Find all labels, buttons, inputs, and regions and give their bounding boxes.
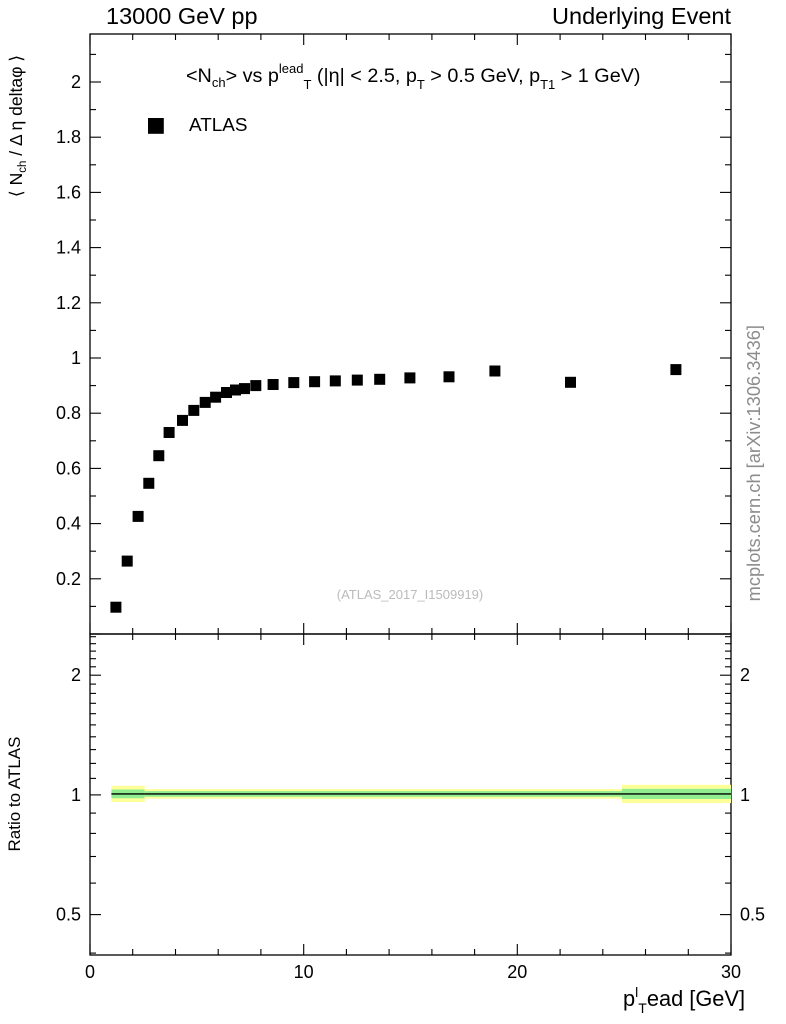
svg-text:0.4: 0.4 (56, 514, 81, 534)
svg-text:0.2: 0.2 (56, 569, 81, 589)
svg-text:1.2: 1.2 (56, 293, 81, 313)
svg-text:1: 1 (740, 785, 750, 805)
svg-text:2: 2 (71, 72, 81, 92)
svg-text:ATLAS: ATLAS (189, 115, 247, 136)
svg-text:(ATLAS_2017_I1509919): (ATLAS_2017_I1509919) (337, 587, 483, 602)
svg-text:⟨ Nch / Δ η deltaφ ⟩: ⟨ Nch / Δ η deltaφ ⟩ (6, 55, 29, 197)
svg-text:2: 2 (71, 665, 81, 685)
svg-text:1.4: 1.4 (56, 238, 81, 258)
svg-text:13000 GeV pp: 13000 GeV pp (106, 3, 258, 29)
svg-text:20: 20 (507, 962, 527, 982)
svg-text:Ratio to ATLAS: Ratio to ATLAS (5, 737, 24, 852)
svg-text:0: 0 (85, 962, 95, 982)
svg-text:Underlying Event: Underlying Event (552, 3, 731, 29)
svg-text:1: 1 (71, 785, 81, 805)
svg-text:0.5: 0.5 (56, 905, 81, 925)
svg-text:0.5: 0.5 (740, 905, 765, 925)
svg-text:10: 10 (294, 962, 314, 982)
svg-text:30: 30 (721, 962, 741, 982)
svg-text:2: 2 (740, 665, 750, 685)
svg-text:1.8: 1.8 (56, 127, 81, 147)
svg-text:0.6: 0.6 (56, 458, 81, 478)
svg-text:1: 1 (71, 348, 81, 368)
svg-text:1.6: 1.6 (56, 182, 81, 202)
svg-text:0.8: 0.8 (56, 403, 81, 423)
svg-text:mcplots.cern.ch [arXiv:1306.34: mcplots.cern.ch [arXiv:1306.3436] (743, 325, 764, 601)
